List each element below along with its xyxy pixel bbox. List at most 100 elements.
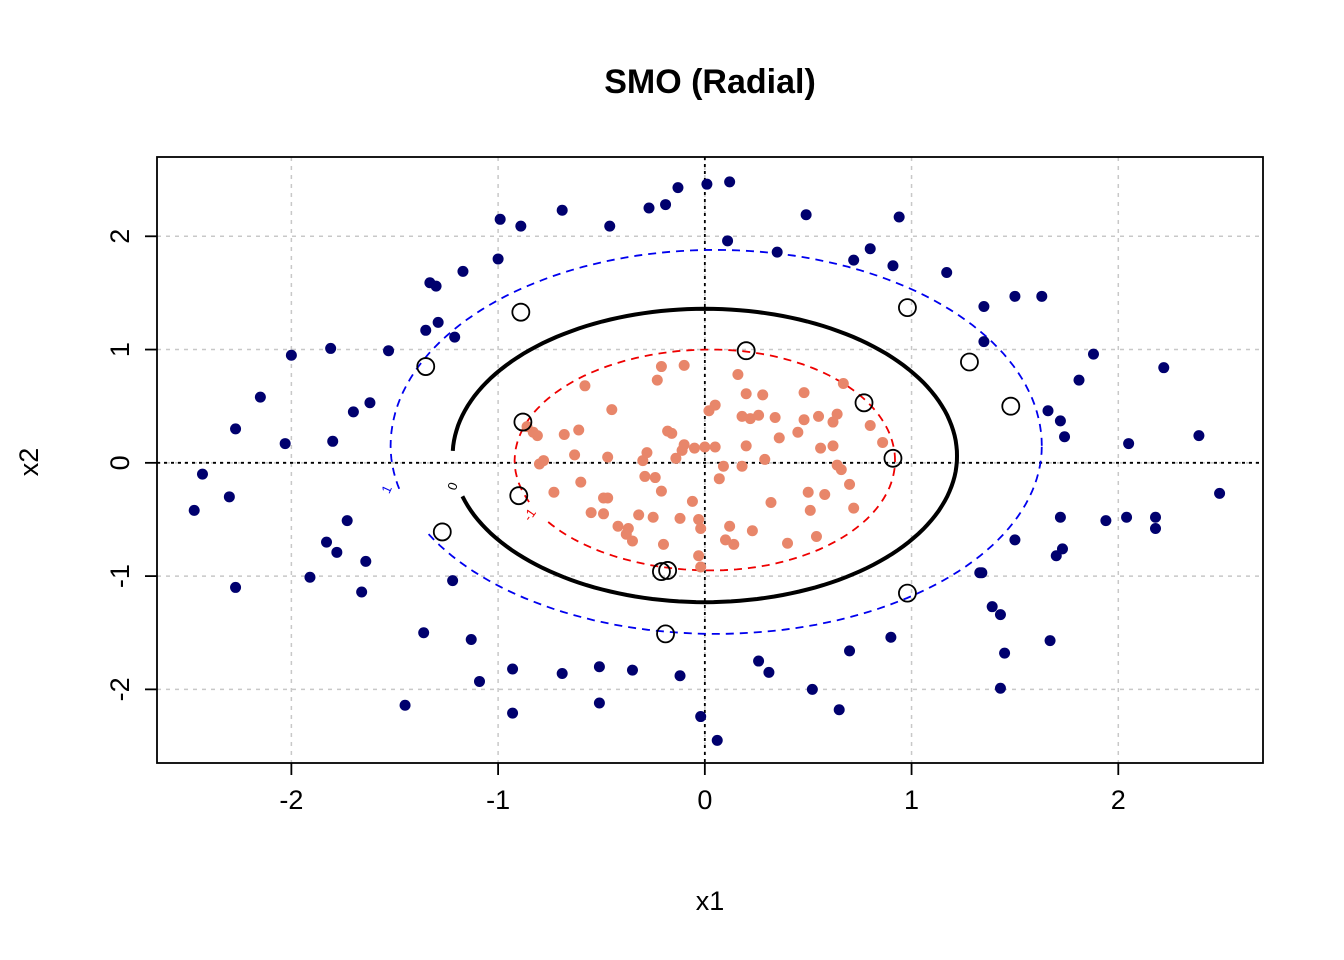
point-outer-67 (986, 601, 998, 613)
point-inner-75 (815, 442, 827, 454)
point-outer-5 (254, 391, 266, 403)
point-inner-9 (579, 380, 591, 392)
contour-label-boundary: 0 (444, 480, 461, 492)
point-outer-40 (626, 664, 638, 676)
point-outer-56 (844, 645, 856, 657)
point-inner-47 (732, 368, 744, 380)
point-outer-34 (515, 220, 527, 232)
point-outer-48 (724, 176, 736, 188)
point-outer-82 (1087, 348, 1099, 360)
point-inner-26 (655, 361, 667, 373)
point-outer-19 (399, 699, 411, 711)
point-inner-34 (686, 495, 698, 507)
point-outer-28 (465, 634, 477, 646)
point-outer-6 (279, 438, 291, 450)
point-inner-24 (649, 472, 661, 484)
x-tick-label-0: -2 (279, 785, 303, 815)
point-outer-11 (327, 435, 339, 447)
point-inner-83 (831, 459, 843, 471)
point-outer-70 (999, 647, 1011, 659)
point-inner-38 (695, 561, 707, 573)
contour-label-outer: 1 (378, 483, 395, 496)
point-outer-88 (1158, 362, 1170, 374)
point-outer-3 (230, 423, 242, 435)
point-outer-4 (230, 581, 242, 593)
point-outer-9 (321, 536, 333, 548)
point-outer-87 (1150, 523, 1162, 535)
point-inner-31 (674, 512, 686, 524)
point-outer-10 (325, 342, 337, 354)
point-outer-51 (763, 666, 775, 678)
point-inner-18 (626, 535, 638, 547)
point-outer-21 (420, 324, 432, 336)
point-outer-74 (1042, 405, 1054, 417)
point-outer-32 (507, 663, 519, 675)
point-outer-17 (364, 397, 376, 409)
point-inner-41 (709, 399, 721, 411)
point-outer-8 (304, 571, 316, 583)
y-tick-label-1: -1 (105, 564, 135, 588)
point-outer-26 (449, 331, 461, 343)
point-inner-79 (678, 439, 690, 451)
support-vector-ring-5 (652, 562, 671, 581)
point-outer-62 (941, 267, 953, 279)
point-inner-19 (633, 509, 645, 521)
point-outer-39 (604, 220, 616, 232)
point-inner-37 (693, 550, 705, 562)
point-inner-68 (831, 408, 843, 420)
point-inner-74 (877, 436, 889, 448)
point-outer-85 (1123, 438, 1135, 450)
point-outer-24 (432, 316, 444, 328)
y-tick-label-0: -2 (105, 677, 135, 701)
point-inner-84 (612, 520, 624, 532)
y-tick-label-2: 0 (105, 455, 135, 470)
y-tick-label-4: 2 (105, 229, 135, 244)
point-outer-64 (974, 567, 986, 579)
point-outer-15 (356, 586, 368, 598)
point-inner-10 (585, 507, 597, 519)
x-tick-label-3: 1 (904, 785, 919, 815)
point-inner-51 (740, 388, 752, 400)
point-outer-23 (430, 280, 442, 292)
point-outer-43 (672, 182, 684, 194)
point-outer-30 (492, 253, 504, 265)
support-vector-ring-12 (960, 352, 979, 372)
point-inner-27 (655, 485, 667, 497)
y-tick-label-3: 1 (105, 342, 135, 357)
point-inner-29 (666, 427, 678, 439)
x-tick-label-2: 0 (697, 785, 712, 815)
point-outer-45 (695, 711, 707, 723)
point-outer-1 (196, 468, 208, 480)
point-inner-85 (688, 442, 700, 454)
point-inner-71 (844, 478, 856, 490)
point-outer-83 (1100, 515, 1112, 527)
point-outer-89 (1193, 430, 1205, 442)
plot-area: 1 0 -1 -2 -1 0 1 2 -2 -1 0 1 2 (105, 156, 1264, 815)
point-outer-80 (1059, 431, 1071, 443)
point-outer-37 (593, 661, 605, 673)
point-outer-35 (556, 204, 568, 216)
point-inner-57 (769, 412, 781, 424)
point-inner-8 (573, 424, 585, 436)
point-inner-52 (744, 413, 756, 425)
point-outer-41 (643, 202, 655, 214)
point-inner-22 (641, 447, 653, 459)
point-outer-49 (722, 235, 734, 247)
point-outer-78 (1054, 511, 1066, 523)
point-outer-36 (556, 668, 568, 680)
point-inner-39 (699, 441, 711, 453)
point-inner-23 (647, 511, 659, 523)
point-inner-33 (678, 359, 690, 371)
point-inner-46 (728, 538, 740, 550)
point-inner-61 (798, 414, 810, 426)
point-inner-17 (622, 523, 634, 535)
point-inner-66 (819, 489, 831, 501)
point-inner-21 (639, 470, 651, 482)
x-axis-label: x1 (696, 886, 725, 916)
point-inner-82 (827, 440, 839, 452)
point-outer-79 (1056, 543, 1068, 555)
point-outer-29 (473, 675, 485, 687)
point-inner-25 (651, 374, 663, 386)
point-inner-58 (773, 432, 785, 444)
